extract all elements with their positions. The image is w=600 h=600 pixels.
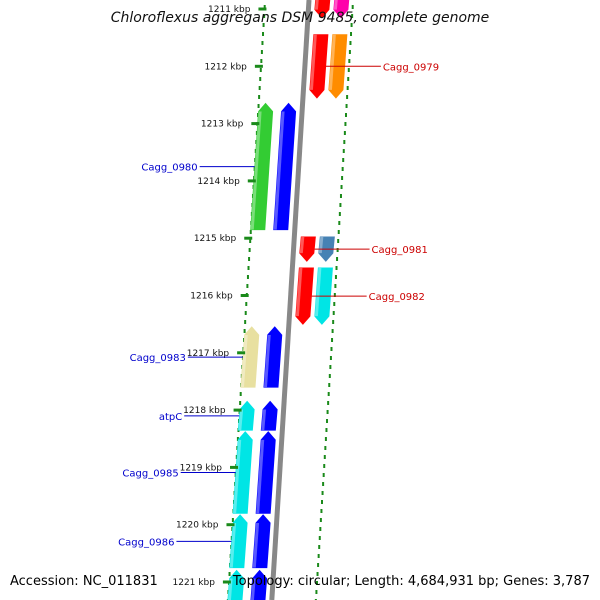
gene-label[interactable]: Cagg_0980: [141, 163, 197, 174]
ruler-tick-label: 1219 kbp: [180, 463, 223, 473]
ruler-tick: [247, 179, 256, 183]
gene-arrow[interactable]: [273, 102, 297, 231]
gene-arrow[interactable]: [255, 431, 276, 514]
gene-arrow[interactable]: [309, 34, 329, 99]
gene-arrow[interactable]: [314, 0, 331, 19]
gene-arrow[interactable]: [260, 400, 278, 431]
gene-label[interactable]: atpC: [159, 412, 182, 423]
gene-arrow[interactable]: [263, 326, 283, 388]
ruler-tick: [233, 408, 242, 412]
gene-arrow[interactable]: [252, 514, 271, 569]
ruler-tick-label: 1215 kbp: [194, 234, 237, 244]
ruler-tick-label: 1221 kbp: [173, 578, 216, 588]
gene-arrow[interactable]: [227, 569, 245, 600]
ruler-tick-label: 1218 kbp: [183, 406, 226, 416]
ruler-right-dots: [314, 5, 354, 600]
ruler-tick-label: 1217 kbp: [187, 349, 230, 359]
gene-arrow[interactable]: [229, 514, 248, 569]
ruler-tick: [258, 7, 267, 11]
gene-arrow[interactable]: [295, 267, 314, 325]
gene-arrow[interactable]: [299, 236, 316, 262]
gene-label[interactable]: Cagg_0981: [372, 245, 428, 256]
gene-arrow[interactable]: [237, 400, 255, 431]
ruler-tick: [226, 523, 235, 527]
gene-arrow[interactable]: [232, 431, 253, 514]
gene-arrow[interactable]: [250, 569, 268, 600]
ruler-tick-label: 1216 kbp: [190, 292, 233, 302]
ruler-tick-label: 1220 kbp: [176, 521, 219, 531]
gene-label[interactable]: Cagg_0985: [122, 469, 178, 480]
gene-features: [227, 0, 350, 600]
ruler-tick: [240, 294, 249, 297]
accession-label: Accession: NC_011831: [10, 574, 158, 589]
ruler-tick: [222, 580, 231, 584]
ruler-tick-label: 1211 kbp: [208, 5, 251, 15]
ruler-tick: [230, 465, 239, 469]
ruler-tick: [237, 351, 246, 355]
gene-arrow[interactable]: [333, 0, 350, 19]
gene-label[interactable]: Cagg_0982: [369, 292, 425, 303]
ruler-tick: [254, 64, 263, 68]
gene-label[interactable]: Cagg_0979: [383, 62, 439, 73]
gene-arrow[interactable]: [250, 102, 274, 231]
gene-arrow[interactable]: [240, 326, 260, 388]
gene-label[interactable]: Cagg_0983: [130, 353, 186, 364]
gene-labels: Cagg_0979 Cagg_0980 Cagg_0981 Cagg_0982 Cagg…: [118, 62, 439, 548]
ruler-ticks: 1211 kbp 1212 kbp 1213 kbp 1214 kbp 1215 kbp…: [173, 5, 267, 588]
map-title: Chloroflexus aggregans DSM 9485, complet…: [110, 10, 490, 26]
ruler-tick-label: 1212 kbp: [204, 62, 247, 72]
gene-label[interactable]: Cagg_0986: [118, 537, 174, 548]
topology-label: Topology: circular; Length: 4,684,931 bp…: [232, 574, 590, 589]
ruler-tick-label: 1214 kbp: [197, 177, 240, 187]
ruler-tick: [244, 236, 253, 240]
ruler-tick: [251, 122, 260, 126]
ruler-tick-label: 1213 kbp: [201, 120, 244, 130]
genome-backbone: [269, 0, 312, 600]
